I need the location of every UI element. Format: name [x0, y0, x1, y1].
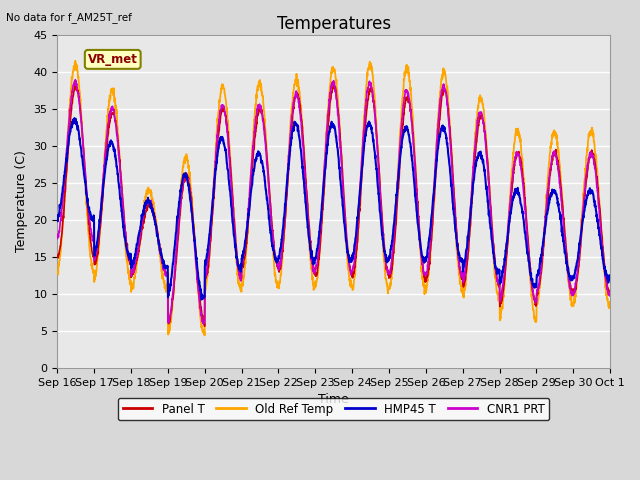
- Line: CNR1 PRT: CNR1 PRT: [58, 80, 610, 324]
- Title: Temperatures: Temperatures: [276, 15, 391, 33]
- Panel T: [495, 281, 502, 287]
- CNR1 PRT: [606, 289, 614, 295]
- CNR1 PRT: [54, 236, 61, 241]
- HMP45 T: [362, 128, 370, 133]
- Old Ref Temp: [495, 294, 502, 300]
- Old Ref Temp: [606, 305, 614, 311]
- CNR1 PRT: [558, 202, 566, 207]
- Panel T: [606, 289, 614, 295]
- CNR1 PRT: [573, 274, 581, 280]
- HMP45 T: [558, 229, 566, 235]
- Old Ref Temp: [362, 84, 370, 90]
- Old Ref Temp: [54, 268, 61, 274]
- HMP45 T: [606, 273, 614, 279]
- HMP45 T: [198, 297, 205, 302]
- CNR1 PRT: [200, 321, 207, 327]
- CNR1 PRT: [72, 77, 79, 83]
- X-axis label: Time: Time: [318, 393, 349, 406]
- Line: Panel T: Panel T: [58, 84, 610, 326]
- Old Ref Temp: [558, 194, 566, 200]
- Panel T: [558, 194, 566, 200]
- HMP45 T: [70, 115, 78, 121]
- HMP45 T: [350, 247, 358, 253]
- HMP45 T: [54, 212, 61, 218]
- Old Ref Temp: [350, 277, 358, 283]
- CNR1 PRT: [362, 96, 370, 102]
- Panel T: [208, 222, 216, 228]
- Panel T: [573, 277, 581, 283]
- Line: Old Ref Temp: Old Ref Temp: [58, 61, 610, 336]
- Legend: Panel T, Old Ref Temp, HMP45 T, CNR1 PRT: Panel T, Old Ref Temp, HMP45 T, CNR1 PRT: [118, 398, 549, 420]
- CNR1 PRT: [350, 260, 358, 266]
- Panel T: [330, 82, 337, 87]
- Y-axis label: Temperature (C): Temperature (C): [15, 150, 28, 252]
- Line: HMP45 T: HMP45 T: [58, 118, 610, 300]
- Text: VR_met: VR_met: [88, 53, 138, 66]
- Panel T: [350, 270, 358, 276]
- Old Ref Temp: [208, 204, 216, 210]
- HMP45 T: [208, 204, 216, 210]
- Text: No data for f_AM25T_ref: No data for f_AM25T_ref: [6, 12, 132, 23]
- CNR1 PRT: [495, 280, 502, 286]
- Old Ref Temp: [72, 58, 79, 64]
- Panel T: [201, 324, 209, 329]
- Panel T: [362, 113, 370, 119]
- CNR1 PRT: [208, 206, 216, 212]
- Panel T: [54, 253, 61, 259]
- Old Ref Temp: [573, 278, 581, 284]
- HMP45 T: [495, 269, 502, 275]
- HMP45 T: [573, 259, 581, 265]
- Old Ref Temp: [201, 333, 209, 338]
